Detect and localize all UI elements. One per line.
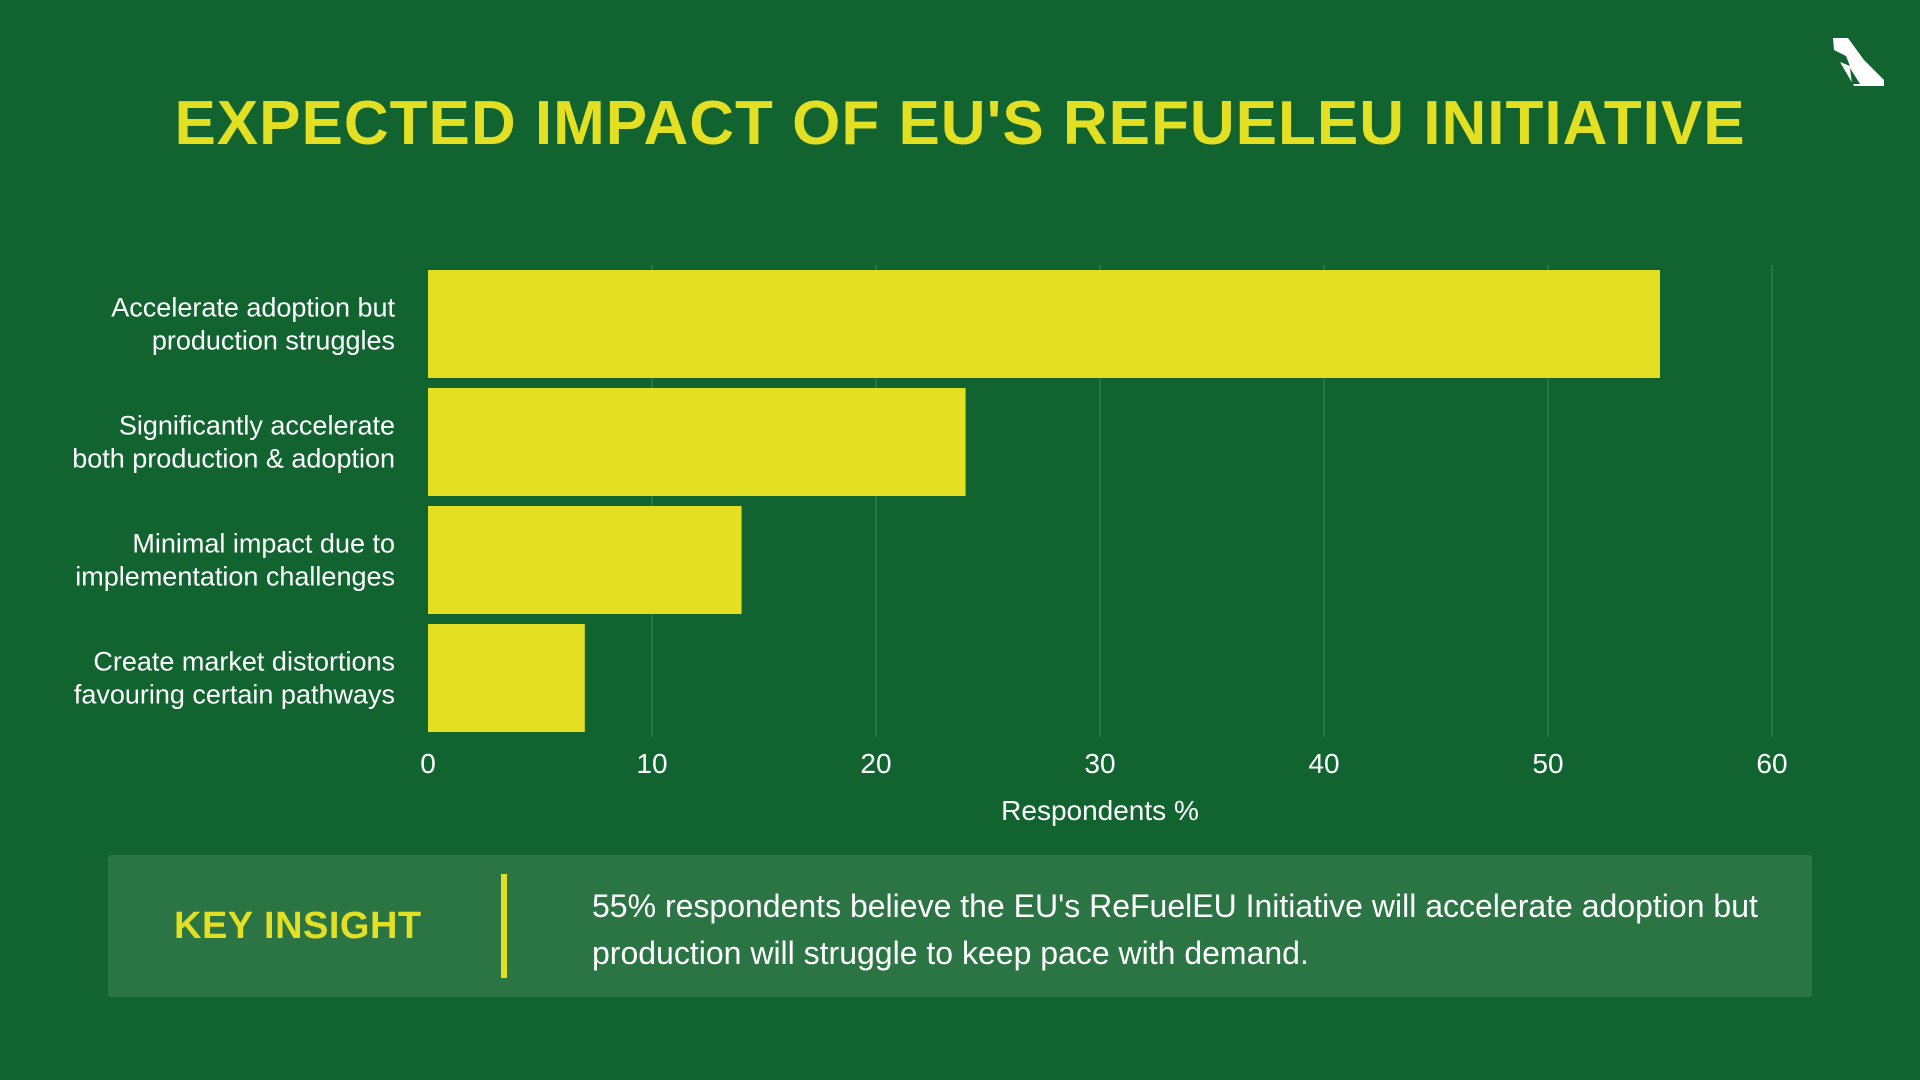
x-tick-label: 50: [1532, 748, 1563, 779]
key-insight-panel: KEY INSIGHT 55% respondents believe the …: [108, 855, 1812, 997]
bar: [428, 388, 966, 496]
x-tick-label: 20: [860, 748, 891, 779]
x-tick-label: 0: [420, 748, 436, 779]
chart-title: EXPECTED IMPACT OF EU'S REFUELEU INITIAT…: [174, 89, 1746, 158]
x-tick-label: 30: [1084, 748, 1115, 779]
category-label-line: Significantly accelerate: [119, 411, 395, 441]
x-axis-label: Respondents %: [1001, 795, 1199, 826]
airplane-tail-icon: [1833, 38, 1884, 86]
bar: [428, 624, 585, 732]
x-tick-label: 10: [636, 748, 667, 779]
bar: [428, 270, 1660, 378]
category-label-line: implementation challenges: [75, 562, 395, 592]
category-label-line: favouring certain pathways: [74, 680, 395, 710]
x-tick-label: 60: [1756, 748, 1787, 779]
category-label-line: Minimal impact due to: [132, 529, 395, 559]
category-label: Minimal impact due to implementation chal…: [75, 529, 395, 592]
category-label: Accelerate adoption but production strugg…: [111, 293, 395, 356]
key-insight-label: KEY INSIGHT: [174, 905, 422, 947]
bar: [428, 506, 742, 614]
insight-divider: [501, 874, 507, 978]
category-label-line: both production & adoption: [72, 444, 395, 474]
bar-chart: Accelerate adoption but production strugg…: [72, 265, 1788, 826]
key-insight-text: 55% respondents believe the EU's ReFuelE…: [592, 888, 1758, 971]
category-label: Significantly accelerate both production …: [72, 411, 395, 474]
x-tick-label: 40: [1308, 748, 1339, 779]
category-label-line: Accelerate adoption but: [111, 293, 395, 323]
category-label-line: Create market distortions: [93, 647, 395, 677]
category-label-line: production struggles: [152, 326, 395, 356]
category-label: Create market distortions favouring certa…: [74, 647, 395, 710]
